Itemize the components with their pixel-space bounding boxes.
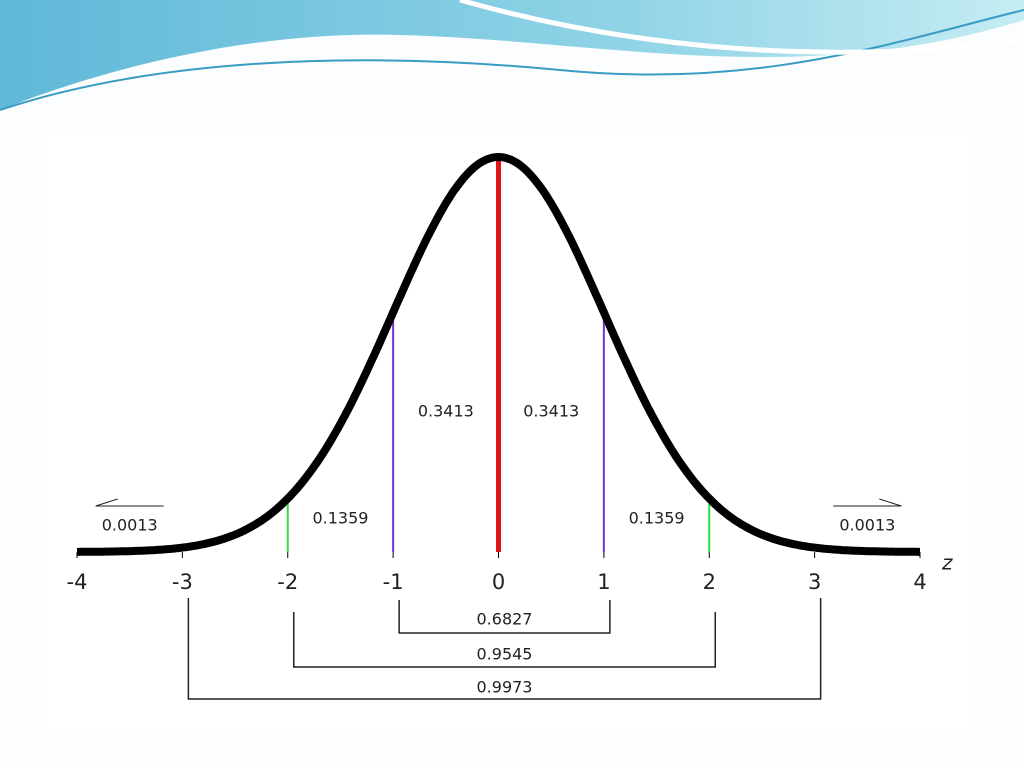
x-tick-label: -3 <box>172 570 193 594</box>
range-bracket <box>187 598 822 700</box>
tail-arrowhead <box>879 498 902 507</box>
header-highlight <box>459 0 1024 55</box>
x-tick-label: 3 <box>808 570 821 594</box>
x-axis-label: z <box>941 551 953 575</box>
header-wave <box>0 0 1024 110</box>
chart-area <box>48 135 968 735</box>
range-label: 0.6827 <box>477 610 533 629</box>
x-tick-label: 0 <box>492 570 505 594</box>
x-tick-label: -4 <box>67 570 88 594</box>
area-label: 0.0013 <box>839 516 895 535</box>
range-label: 0.9545 <box>477 645 533 664</box>
range-bracket <box>398 600 611 634</box>
x-tick-label: 4 <box>913 570 926 594</box>
tail-arrowhead <box>95 498 118 507</box>
range-bracket <box>293 612 716 668</box>
x-tick-label: 2 <box>703 570 716 594</box>
area-label: 0.3413 <box>523 402 579 421</box>
density-curve <box>75 153 922 556</box>
x-tick-label: -1 <box>383 570 404 594</box>
area-label: 0.1359 <box>629 509 685 528</box>
area-label: 0.0013 <box>102 516 158 535</box>
header-line <box>0 9 1024 111</box>
x-tick-label: 1 <box>597 570 610 594</box>
area-label: 0.3413 <box>418 402 474 421</box>
x-tick-label: -2 <box>277 570 298 594</box>
area-label: 0.1359 <box>312 509 368 528</box>
range-label: 0.9973 <box>477 678 533 697</box>
